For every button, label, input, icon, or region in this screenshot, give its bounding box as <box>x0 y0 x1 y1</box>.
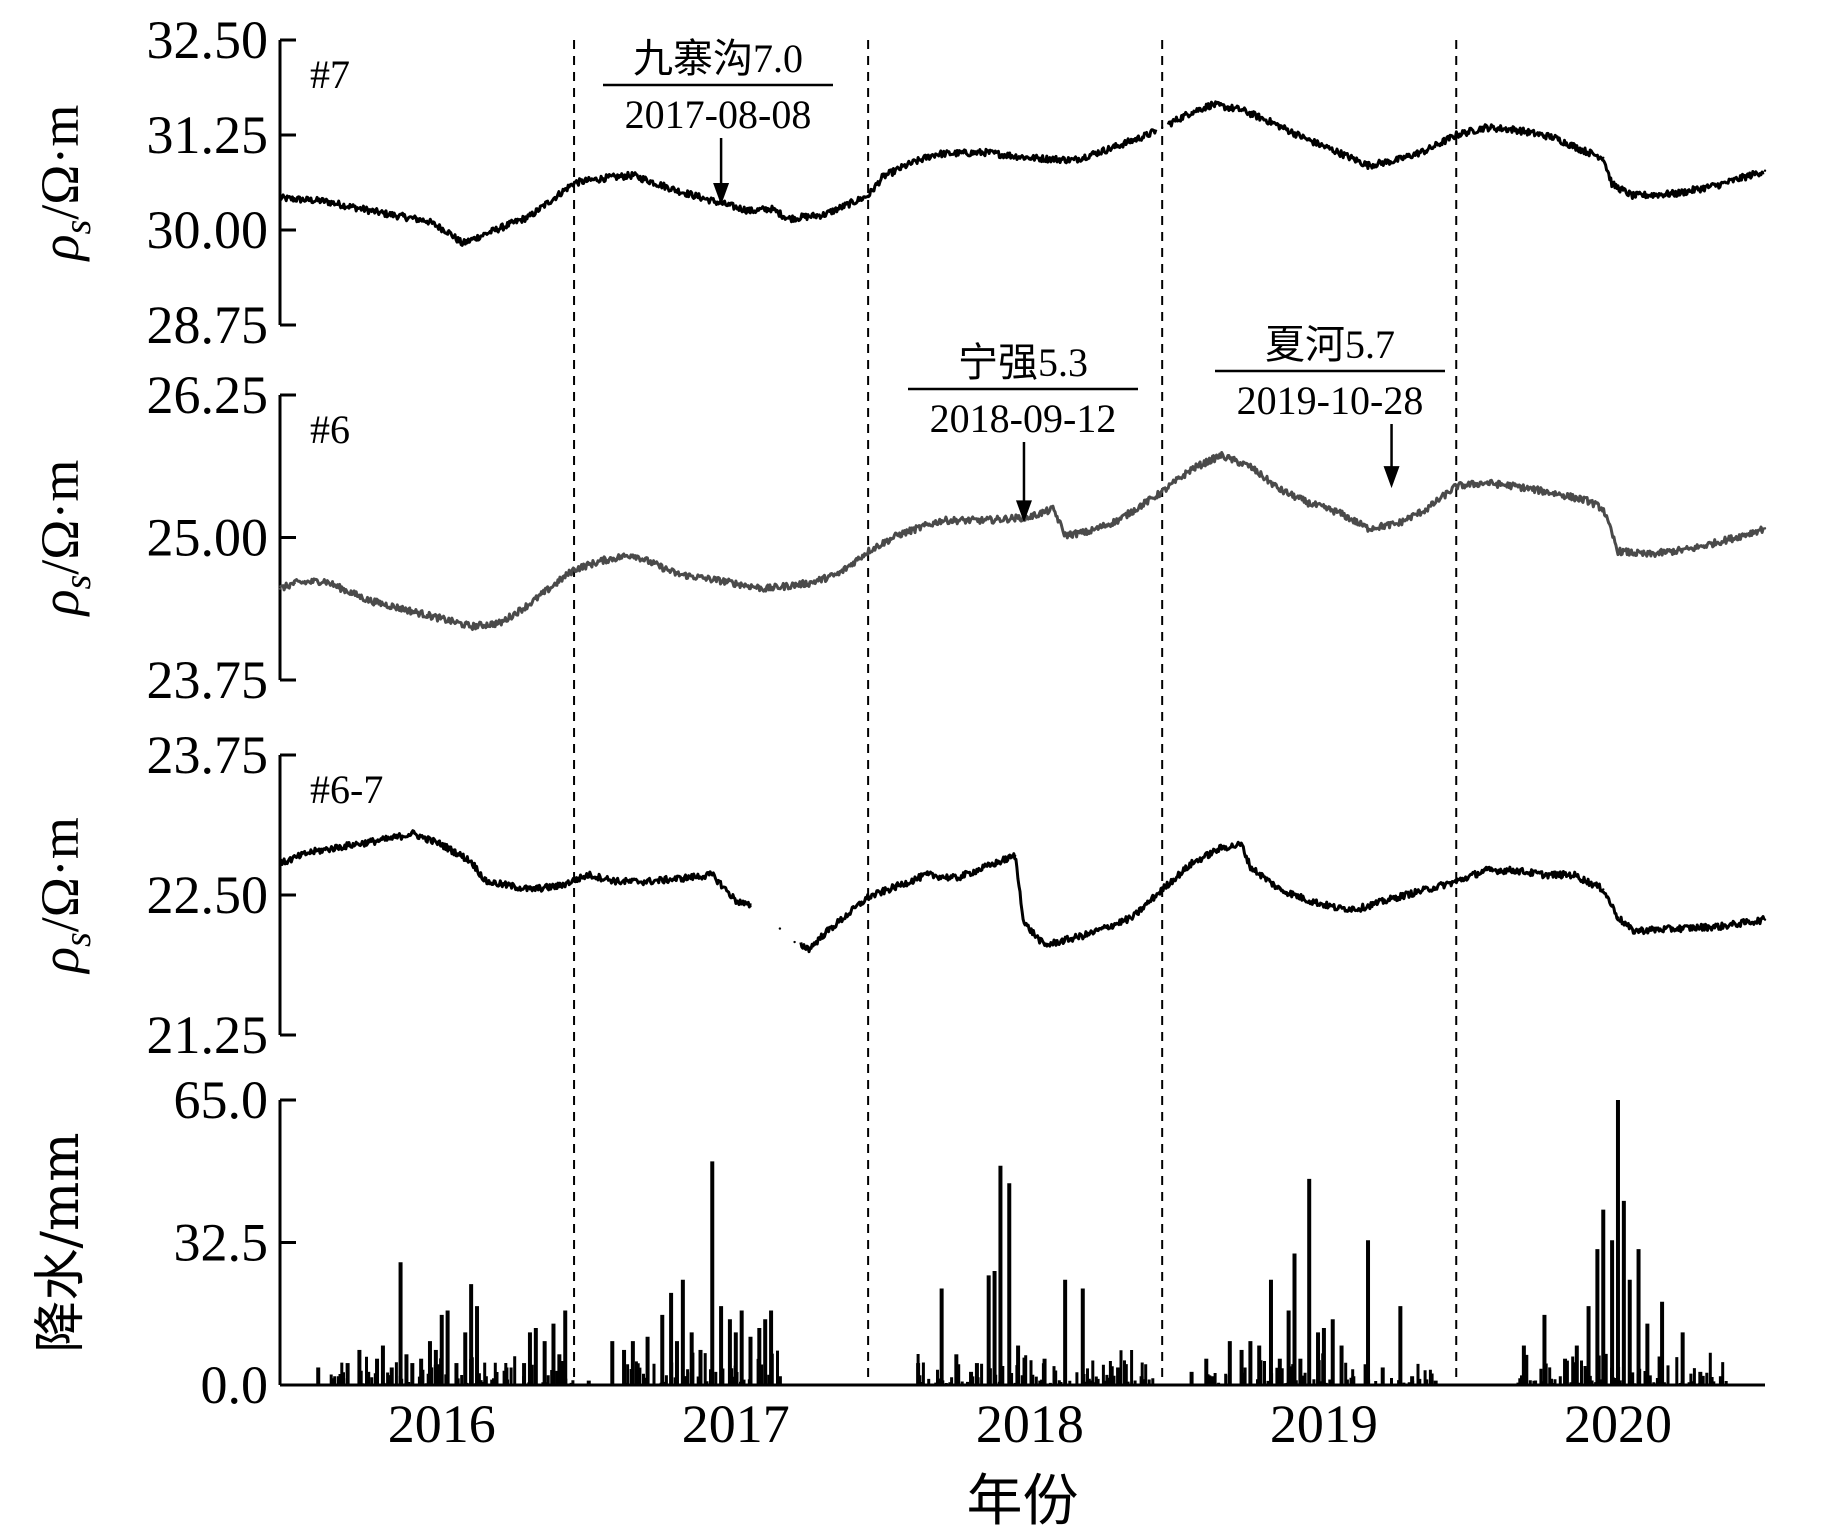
panel-label-p6: #6 <box>310 407 350 452</box>
y-tick-label-prain-1: 32.5 <box>174 1213 269 1273</box>
annotation-date-1: 2018-09-12 <box>930 396 1117 441</box>
panel-label-p7: #7 <box>310 52 350 97</box>
y-tick-label-p6-1: 25.00 <box>147 508 269 568</box>
y-tick-label-p6-0: 26.25 <box>147 365 269 425</box>
x-tick-label-2020: 2020 <box>1564 1394 1672 1454</box>
series-point-p7-26 <box>1160 126 1164 129</box>
x-tick-label-2018: 2018 <box>976 1394 1084 1454</box>
y-axis-label-p67: ρs/Ω·m <box>30 817 99 975</box>
panel-p67: 23.75 22.50 21.25 ρs/Ω·m #6-7 <box>30 725 1767 1065</box>
annotation-event-1: 宁强5.3 <box>958 340 1088 385</box>
panel-label-p67: #6-7 <box>310 767 383 812</box>
annotation-arrow-head-2 <box>1383 466 1400 489</box>
x-axis-title: 年份 <box>967 1469 1079 1534</box>
series-line-p7 <box>278 100 1765 247</box>
y-tick-label-p67-1: 22.50 <box>147 865 269 925</box>
y-tick-label-p67-0: 23.75 <box>147 725 269 785</box>
y-tick-label-p7-2: 30.00 <box>147 200 269 260</box>
x-axis: 2016 2017 2018 2019 2020 年份 <box>388 1394 1672 1534</box>
annotation-event-2: 夏河5.7 <box>1265 322 1395 367</box>
y-tick-label-p6-2: 23.75 <box>147 650 269 710</box>
chart-panels: 32.50 31.25 30.00 28.75 ρs/Ω·m #7 26.25 25.00 23… <box>30 10 1767 1415</box>
y-tick-label-p7-3: 28.75 <box>147 295 269 355</box>
annotation-arrow-head-1 <box>1015 500 1032 523</box>
annotation-date-0: 2017-08-08 <box>625 92 812 137</box>
series-point-p6-0 <box>278 587 282 590</box>
y-axis-label-p6: ρs/Ω·m <box>30 460 99 618</box>
y-tick-label-p7-1: 31.25 <box>147 105 269 165</box>
annotation-date-2: 2019-10-28 <box>1237 378 1424 423</box>
series-line-p6 <box>278 451 1765 631</box>
y-axis-label-p7: ρs/Ω·m <box>30 105 99 263</box>
y-tick-label-prain-0: 65.0 <box>174 1070 269 1130</box>
annotation-0: 九寨沟7.0 2017-08-08 <box>603 36 833 205</box>
x-tick-label-2019: 2019 <box>1270 1394 1378 1454</box>
y-axis-label-prain: 降水/mm <box>31 1132 91 1352</box>
x-tick-label-2017: 2017 <box>682 1394 790 1454</box>
y-tick-label-p7-0: 32.50 <box>147 10 269 70</box>
y-tick-label-prain-2: 0.0 <box>201 1355 269 1415</box>
panel-p6: 26.25 25.00 23.75 ρs/Ω·m #6 <box>30 365 1767 710</box>
panel-p7: 32.50 31.25 30.00 28.75 ρs/Ω·m #7 <box>30 10 1767 355</box>
rain-filler-prain <box>329 1350 1728 1385</box>
y-tick-label-p67-2: 21.25 <box>147 1005 269 1065</box>
annotation-event-0: 九寨沟7.0 <box>633 36 803 81</box>
annotation-arrow-head-0 <box>713 183 730 205</box>
series-point-p67-17 <box>778 927 782 930</box>
series-point-p7-46 <box>1763 169 1767 172</box>
panel-prain: 65.0 32.5 0.0 降水/mm <box>31 1070 1765 1415</box>
annotation-1: 宁强5.3 2018-09-12 <box>908 340 1138 523</box>
series-line-p67 <box>278 829 1766 954</box>
earthquake-annotations: 九寨沟7.0 2017-08-08 宁强5.3 2018-09-12 夏河5.7 2019… <box>603 36 1445 523</box>
annotation-2: 夏河5.7 2019-10-28 <box>1215 322 1445 489</box>
series-point-p67-18 <box>793 940 796 944</box>
x-tick-label-2016: 2016 <box>388 1394 496 1454</box>
year-dividers <box>573 40 1458 1385</box>
